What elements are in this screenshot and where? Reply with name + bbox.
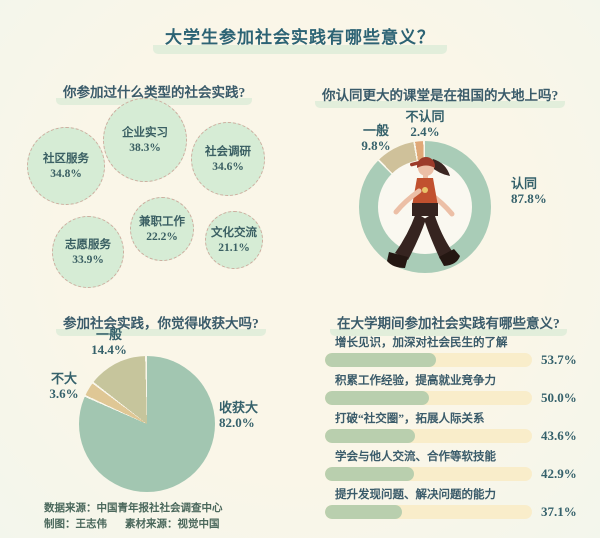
bar-fill	[325, 505, 402, 519]
bubble-social-research: 社会调研 34.6%	[191, 122, 265, 196]
label-not-much: 不大 3.6%	[49, 371, 79, 401]
bar-row: 提升发现问题、解决问题的能力 37.1%	[325, 488, 587, 519]
bar-row: 增长见识，加深对社会民生的了解 53.7%	[325, 336, 587, 367]
credit-line: 制图：王志伟 素材来源：视觉中国	[44, 517, 223, 533]
bubble-chart: 企业实习 38.3% 社会调研 34.6% 社区服务 34.8% 兼职工作 22…	[25, 96, 305, 294]
bubble-community-service: 社区服务 34.8%	[27, 127, 105, 205]
bar-track	[325, 429, 532, 443]
section-title-gain: 参加社会实践，你觉得收获大吗?	[56, 312, 266, 337]
data-source: 数据来源：中国青年报社社会调查中心	[44, 503, 223, 514]
section-title-bigger-classroom: 你认同更大的课堂是在祖国的大地上吗?	[315, 84, 566, 109]
label-neutral-pie: 一般 14.4%	[91, 327, 127, 357]
walking-student-illustration	[387, 157, 460, 268]
footer-credits: 数据来源：中国青年报社社会调查中心 制图：王志伟 素材来源：视觉中国	[44, 501, 223, 533]
bar-track	[325, 353, 532, 367]
chart-credit: 制图：王志伟	[44, 519, 107, 530]
bar-row: 学会与他人交流、合作等软技能 42.9%	[325, 450, 587, 481]
section-title-meanings: 在大学期间参加社会实践有哪些意义?	[330, 312, 567, 337]
bar-row: 打破“社交圈”，拓展人际关系 43.6%	[325, 412, 587, 443]
bubble-volunteer-service: 志愿服务 33.9%	[52, 216, 124, 288]
bar-fill	[325, 391, 429, 405]
pie-chart	[79, 356, 215, 492]
bubble-part-time-job: 兼职工作 22.2%	[130, 197, 194, 261]
bar-chart: 增长见识，加深对社会民生的了解 53.7% 积累工作经验，提高就业竞争力 50.…	[325, 336, 587, 526]
label-big-gain: 收获大 82.0%	[219, 400, 259, 430]
page-title: 大学生参加社会实践有哪些意义？	[0, 23, 600, 55]
label-disagree: 不认同 2.4%	[405, 109, 445, 139]
label-agree: 认同 87.8%	[511, 176, 547, 206]
material-source: 素材来源：视觉中国	[125, 519, 220, 530]
page-title-text: 大学生参加社会实践有哪些意义？	[153, 23, 447, 55]
bubble-enterprise-internship: 企业实习 38.3%	[103, 98, 187, 182]
bar-fill	[325, 429, 416, 443]
bar-fill	[325, 353, 437, 367]
bubble-cultural-exchange: 文化交流 21.1%	[205, 211, 263, 269]
bar-row: 积累工作经验，提高就业竞争力 50.0%	[325, 374, 587, 405]
bar-track	[325, 391, 532, 405]
bar-track	[325, 467, 532, 481]
label-neutral-donut: 一般 9.8%	[361, 123, 391, 153]
bar-track	[325, 505, 532, 519]
bar-fill	[325, 467, 414, 481]
